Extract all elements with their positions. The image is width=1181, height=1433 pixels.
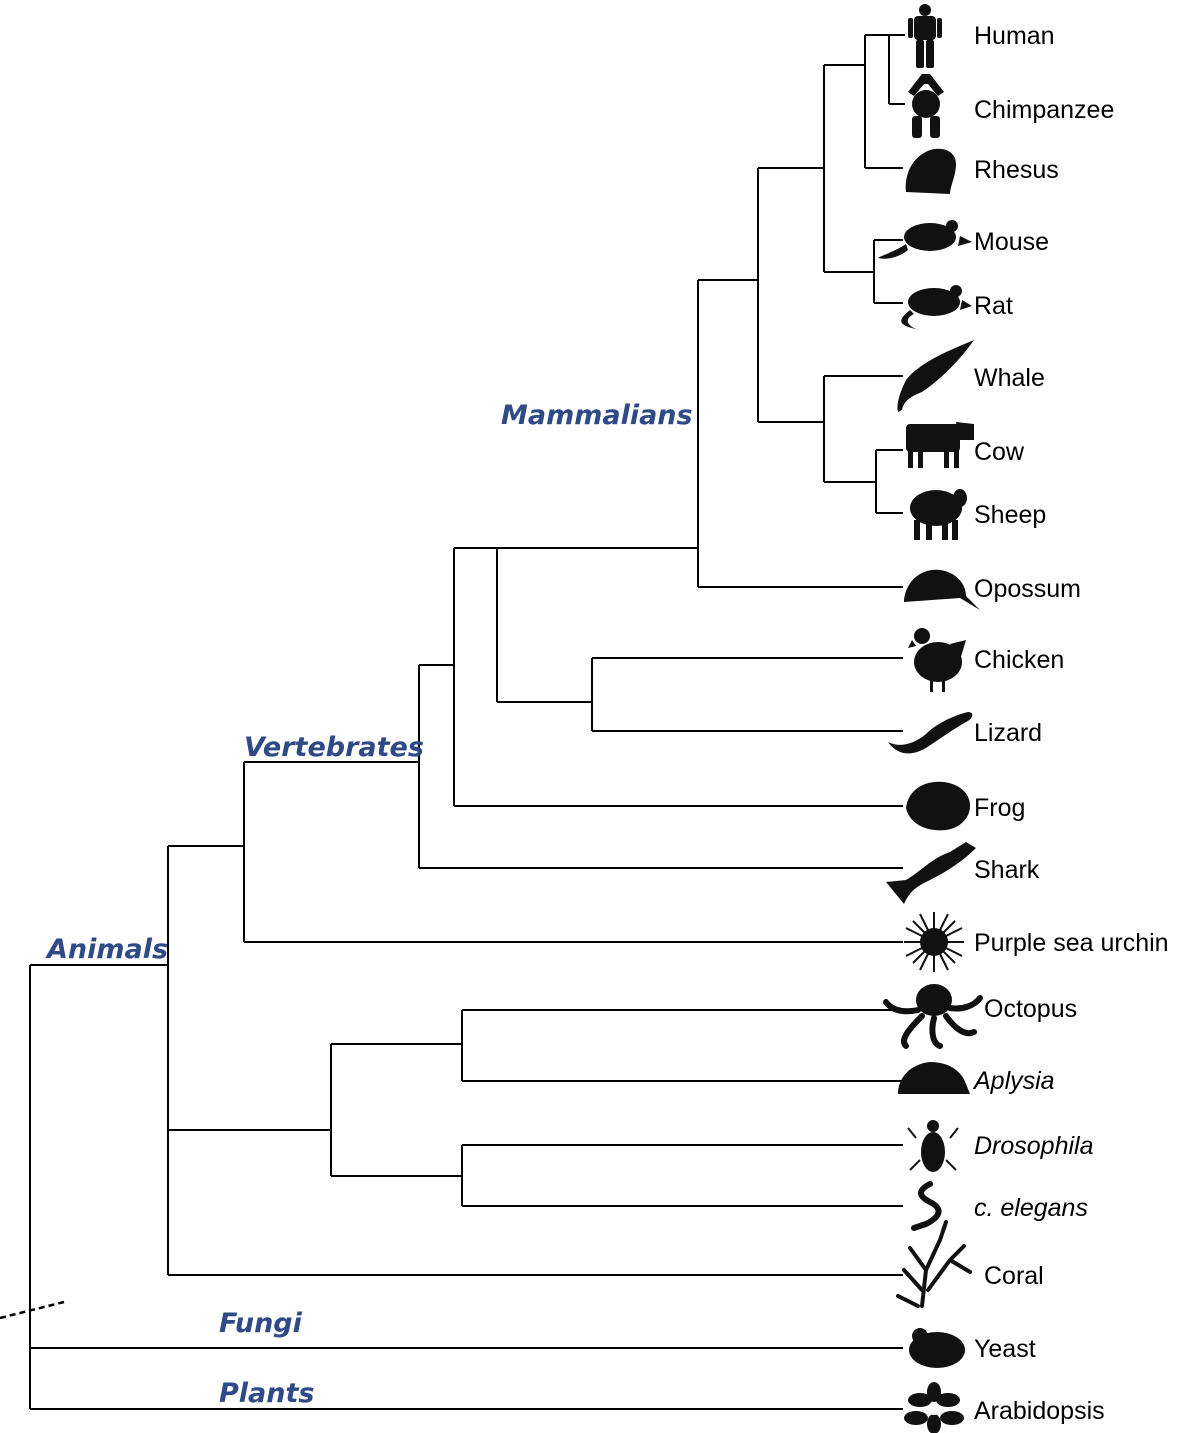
branch-cetartiodactyla bbox=[823, 375, 903, 483]
opossum-icon bbox=[904, 569, 980, 610]
taxon-label-sheep: Sheep bbox=[974, 501, 1046, 529]
taxon-label-human: Human bbox=[974, 22, 1055, 50]
taxon-label-arabidopsis: Arabidopsis bbox=[974, 1397, 1105, 1425]
rhesus-icon bbox=[905, 148, 956, 194]
tree-branches bbox=[0, 34, 905, 1410]
taxon-label-lizard: Lizard bbox=[974, 719, 1042, 747]
clade-label-vertebrates: Vertebrates bbox=[244, 732, 424, 763]
taxon-label-sea-urchin: Purple sea urchin bbox=[974, 929, 1169, 957]
taxon-label-octopus: Octopus bbox=[984, 995, 1077, 1023]
branch-gnathostomes bbox=[418, 664, 903, 869]
clade-label-plants: Plants bbox=[219, 1378, 314, 1409]
taxon-label-c-elegans: c. elegans bbox=[974, 1194, 1088, 1222]
branch-deuterostomes bbox=[243, 761, 903, 943]
aplysia-icon bbox=[898, 1062, 970, 1094]
taxon-label-frog: Frog bbox=[974, 794, 1025, 822]
branch-root bbox=[29, 964, 903, 1410]
chicken-icon bbox=[908, 628, 966, 692]
silhouettes bbox=[878, 4, 983, 1433]
taxon-label-rhesus: Rhesus bbox=[974, 156, 1059, 184]
branch-primates bbox=[864, 34, 903, 169]
branch-amniotes bbox=[496, 547, 698, 703]
branch-human-chimp bbox=[888, 34, 905, 105]
taxon-label-chicken: Chicken bbox=[974, 646, 1064, 674]
mouse-icon bbox=[878, 220, 972, 259]
taxon-label-aplysia: Aplysia bbox=[972, 1067, 1055, 1095]
human-icon bbox=[908, 4, 942, 68]
c-elegans-icon bbox=[911, 1181, 942, 1231]
sheep-icon bbox=[910, 489, 967, 540]
yeast-icon bbox=[909, 1328, 965, 1368]
branch-cow-sheep bbox=[875, 449, 903, 514]
taxon-labels: Human Chimpanzee Rhesus Mouse Rat Whale … bbox=[972, 22, 1169, 1425]
clade-label-animals: Animals bbox=[45, 934, 168, 965]
branch-molluscs bbox=[461, 1009, 903, 1082]
drosophila-icon bbox=[907, 1120, 959, 1172]
branch-tetrapods bbox=[453, 547, 903, 807]
branch-animals bbox=[167, 846, 903, 1276]
coral-icon bbox=[896, 1220, 972, 1308]
taxon-label-drosophila: Drosophila bbox=[974, 1132, 1094, 1160]
taxon-label-chimpanzee: Chimpanzee bbox=[974, 96, 1114, 124]
taxon-label-cow: Cow bbox=[974, 438, 1025, 466]
branch-placentals bbox=[757, 167, 824, 423]
taxon-label-whale: Whale bbox=[974, 364, 1045, 392]
branch-ecdysozoa bbox=[461, 1144, 903, 1207]
taxon-label-mouse: Mouse bbox=[974, 228, 1049, 256]
rat-icon bbox=[901, 285, 972, 330]
taxon-label-opossum: Opossum bbox=[974, 575, 1081, 603]
branch-sauropsids bbox=[591, 657, 903, 732]
taxon-label-yeast: Yeast bbox=[974, 1335, 1036, 1363]
clade-label-mammalians: Mammalians bbox=[501, 400, 693, 431]
taxon-label-coral: Coral bbox=[984, 1262, 1044, 1290]
cow-icon bbox=[906, 422, 974, 468]
frog-icon bbox=[906, 781, 970, 831]
clade-labels: Mammalians Vertebrates Animals Fungi Pla… bbox=[45, 400, 693, 1409]
chimpanzee-icon bbox=[908, 74, 944, 138]
taxon-label-rat: Rat bbox=[974, 292, 1013, 320]
branch-outgroup-dashed bbox=[0, 1300, 65, 1320]
sea-urchin-icon bbox=[904, 912, 964, 972]
branch-mammals bbox=[697, 279, 903, 588]
octopus-icon bbox=[883, 984, 983, 1049]
taxon-label-shark: Shark bbox=[974, 856, 1040, 884]
clade-label-fungi: Fungi bbox=[219, 1308, 303, 1339]
whale-icon bbox=[897, 340, 974, 412]
arabidopsis-icon bbox=[904, 1382, 964, 1433]
branch-protostomes bbox=[330, 1043, 462, 1177]
lizard-icon bbox=[888, 712, 973, 754]
shark-icon bbox=[886, 842, 976, 904]
branch-bilateria bbox=[167, 845, 331, 1131]
